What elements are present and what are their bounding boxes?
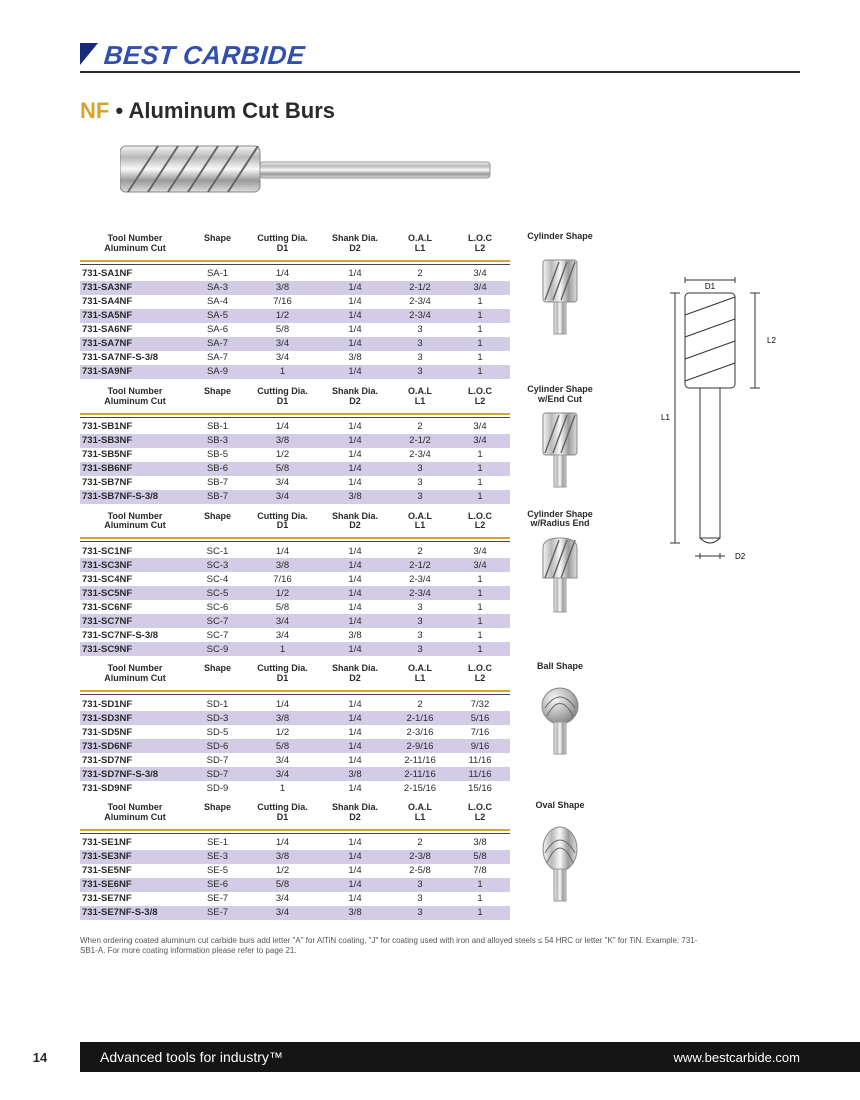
brand-triangle-icon (80, 43, 98, 65)
table-row: 731-SB6NFSB-65/81/431 (80, 462, 510, 476)
shape-icon-sb (537, 409, 583, 491)
footnote: When ordering coated aluminum cut carbid… (80, 936, 700, 957)
table-row: 731-SD3NFSD-33/81/42-1/165/16 (80, 711, 510, 725)
dimension-diagram: D1 L2 L1 D2 (655, 275, 795, 577)
table-row: 731-SA7NFSA-73/41/431 (80, 337, 510, 351)
svg-text:D1: D1 (705, 282, 716, 291)
table-row: 731-SC3NFSC-33/81/42-1/23/4 (80, 558, 510, 572)
table-row: 731-SC1NFSC-11/41/423/4 (80, 544, 510, 558)
table-row: 731-SC7NFSC-73/41/431 (80, 614, 510, 628)
table-row: 731-SE5NFSE-51/21/42-5/87/8 (80, 864, 510, 878)
table-row: 731-SB5NFSB-51/21/42-3/41 (80, 448, 510, 462)
shape-icon-se (537, 825, 583, 905)
table-row: 731-SC7NF-S-3/8SC-73/43/831 (80, 628, 510, 642)
table-row: 731-SD7NFSD-73/41/42-11/1611/16 (80, 753, 510, 767)
table-sa: Tool NumberAluminum CutShapeCutting Dia.… (80, 232, 510, 379)
table-row: 731-SC9NFSC-911/431 (80, 642, 510, 656)
shape-icon-sa (537, 256, 583, 338)
svg-text:D2: D2 (735, 552, 746, 561)
table-row: 731-SE7NFSE-73/41/431 (80, 892, 510, 906)
brand-name: BEST CARBIDE (103, 40, 307, 71)
section-title: NF • Aluminum Cut Burs (80, 98, 800, 124)
footer-url: www.bestcarbide.com (674, 1050, 800, 1065)
table-row: 731-SA5NFSA-51/21/42-3/41 (80, 309, 510, 323)
table-row: 731-SD9NFSD-911/42-15/1615/16 (80, 781, 510, 795)
shape-label-se: Oval Shape (510, 801, 610, 905)
shape-icon-sc (537, 534, 583, 616)
page-number: 14 (0, 1042, 80, 1072)
table-row: 731-SE1NFSE-11/41/423/8 (80, 836, 510, 850)
table-row: 731-SE7NF-S-3/8SE-73/43/831 (80, 906, 510, 920)
shape-label-sc: Cylinder Shapew/Radius End (510, 510, 610, 616)
table-row: 731-SD7NF-S-3/8SD-73/43/82-11/1611/16 (80, 767, 510, 781)
svg-text:L1: L1 (661, 413, 670, 422)
hero-image (80, 134, 800, 224)
table-row: 731-SA4NFSA-47/161/42-3/41 (80, 295, 510, 309)
table-header: Tool NumberAluminum CutShapeCutting Dia.… (80, 801, 510, 827)
table-row: 731-SA1NFSA-11/41/423/4 (80, 267, 510, 281)
table-row: 731-SE6NFSE-65/81/431 (80, 878, 510, 892)
table-sc: Tool NumberAluminum CutShapeCutting Dia.… (80, 510, 510, 657)
table-row: 731-SB3NFSB-33/81/42-1/23/4 (80, 434, 510, 448)
table-row: 731-SB7NFSB-73/41/431 (80, 476, 510, 490)
footer-tagline: Advanced tools for industry™ (100, 1049, 283, 1065)
table-sb: Tool NumberAluminum CutShapeCutting Dia.… (80, 385, 510, 504)
table-sd: Tool NumberAluminum CutShapeCutting Dia.… (80, 662, 510, 795)
brand-header: BEST CARBIDE (80, 40, 800, 73)
table-row: 731-SC5NFSC-51/21/42-3/41 (80, 586, 510, 600)
table-row: 731-SD5NFSD-51/21/42-3/167/16 (80, 725, 510, 739)
table-row: 731-SD6NFSD-65/81/42-9/169/16 (80, 739, 510, 753)
shape-icon-sd (537, 686, 583, 758)
shape-label-sb: Cylinder Shapew/End Cut (510, 385, 610, 491)
table-row: 731-SC6NFSC-65/81/431 (80, 600, 510, 614)
shape-label-sa: Cylinder Shape (510, 232, 610, 338)
table-row: 731-SD1NFSD-11/41/427/32 (80, 697, 510, 711)
table-header: Tool NumberAluminum CutShapeCutting Dia.… (80, 232, 510, 258)
table-row: 731-SB7NF-S-3/8SB-73/43/831 (80, 490, 510, 504)
shape-label-sd: Ball Shape (510, 662, 610, 758)
table-row: 731-SC4NFSC-47/161/42-3/41 (80, 572, 510, 586)
table-header: Tool NumberAluminum CutShapeCutting Dia.… (80, 385, 510, 411)
table-se: Tool NumberAluminum CutShapeCutting Dia.… (80, 801, 510, 920)
table-row: 731-SA3NFSA-33/81/42-1/23/4 (80, 281, 510, 295)
section-prefix: NF (80, 98, 109, 123)
table-header: Tool NumberAluminum CutShapeCutting Dia.… (80, 662, 510, 688)
page-footer: 14 Advanced tools for industry™ www.best… (0, 1042, 860, 1072)
table-header: Tool NumberAluminum CutShapeCutting Dia.… (80, 510, 510, 536)
table-row: 731-SE3NFSE-33/81/42-3/85/8 (80, 850, 510, 864)
svg-text:L2: L2 (767, 336, 776, 345)
table-row: 731-SA6NFSA-65/81/431 (80, 323, 510, 337)
hero-bur-icon (120, 134, 500, 204)
table-row: 731-SA9NFSA-911/431 (80, 365, 510, 379)
table-row: 731-SB1NFSB-11/41/423/4 (80, 420, 510, 434)
table-row: 731-SA7NF-S-3/8SA-73/43/831 (80, 351, 510, 365)
